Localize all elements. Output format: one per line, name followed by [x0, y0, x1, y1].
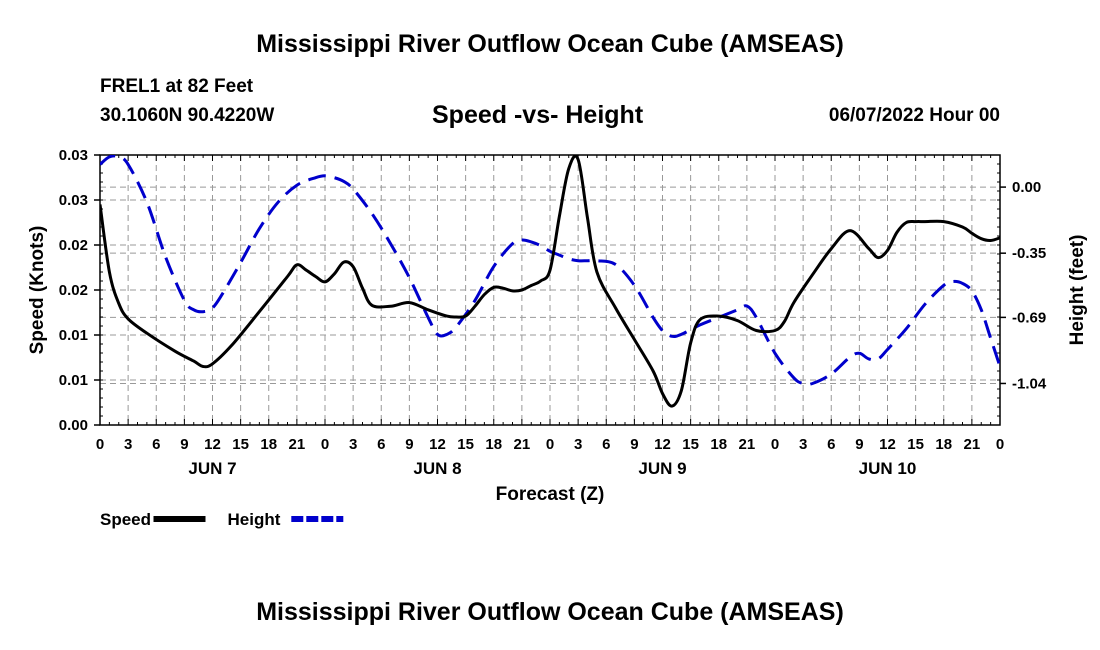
x-tick-label: 18: [260, 436, 277, 453]
x-tick-label: 6: [152, 436, 160, 453]
chart-subtitle: Speed -vs- Height: [432, 101, 644, 129]
x-tick-label: 0: [546, 436, 554, 453]
y-tick-label: 0.00: [59, 417, 88, 434]
x-axis-title: Forecast (Z): [496, 484, 605, 505]
x-tick-label: 9: [405, 436, 413, 453]
day-label: JUN 8: [413, 459, 461, 478]
x-tick-label: 18: [935, 436, 952, 453]
y-tick-label: 0.03: [59, 192, 88, 209]
chart-title: Mississippi River Outflow Ocean Cube (AM…: [256, 30, 844, 58]
x-tick-label: 12: [654, 436, 671, 453]
station-coordinates: 30.1060N 90.4220W: [100, 105, 275, 126]
x-tick-label: 0: [321, 436, 329, 453]
y-tick-label: 0.02: [59, 237, 88, 254]
x-tick-label: 18: [485, 436, 502, 453]
y2-tick-label: -0.69: [1012, 309, 1046, 326]
x-tick-label: 15: [907, 436, 924, 453]
x-tick-label: 9: [855, 436, 863, 453]
x-tick-label: 0: [996, 436, 1004, 453]
x-tick-label: 6: [602, 436, 610, 453]
x-tick-label: 21: [739, 436, 756, 453]
x-tick-label: 6: [377, 436, 385, 453]
x-tick-label: 3: [349, 436, 357, 453]
y-tick-label: 0.02: [59, 282, 88, 299]
x-tick-label: 6: [827, 436, 835, 453]
x-tick-label: 21: [964, 436, 981, 453]
y-axis-title: Speed (Knots): [27, 226, 48, 355]
series-line-speed: [100, 155, 1000, 408]
y2-tick-label: -1.04: [1012, 375, 1047, 392]
x-tick-label: 18: [710, 436, 727, 453]
day-label: JUN 7: [188, 459, 236, 478]
x-tick-label: 3: [124, 436, 132, 453]
x-tick-label: 21: [289, 436, 306, 453]
station-label: FREL1 at 82 Feet: [100, 76, 254, 97]
x-tick-label: 3: [574, 436, 582, 453]
x-tick-label: 3: [799, 436, 807, 453]
x-tick-label: 15: [682, 436, 699, 453]
x-tick-label: 9: [180, 436, 188, 453]
x-tick-label: 0: [96, 436, 104, 453]
x-tick-label: 12: [204, 436, 221, 453]
y-tick-label: 0.03: [59, 147, 88, 164]
x-tick-label: 15: [232, 436, 249, 453]
x-tick-label: 21: [514, 436, 531, 453]
y2-tick-label: -0.35: [1012, 245, 1046, 262]
day-label: JUN 10: [859, 459, 917, 478]
x-tick-label: 9: [630, 436, 638, 453]
y2-tick-label: 0.00: [1012, 179, 1041, 196]
day-label: JUN 9: [638, 459, 686, 478]
x-tick-label: 12: [429, 436, 446, 453]
x-tick-label: 0: [771, 436, 779, 453]
legend-label-height: Height: [228, 510, 281, 529]
series-line-height: [100, 155, 1000, 386]
y2-axis-title: Height (feet): [1067, 235, 1088, 346]
x-tick-label: 15: [457, 436, 474, 453]
y-tick-label: 0.01: [59, 327, 88, 344]
next-chart-title: Mississippi River Outflow Ocean Cube (AM…: [256, 598, 844, 626]
x-tick-label: 12: [879, 436, 896, 453]
forecast-datetime: 06/07/2022 Hour 00: [828, 105, 1000, 126]
legend-label-speed: Speed: [100, 510, 151, 529]
y-tick-label: 0.01: [59, 372, 88, 389]
